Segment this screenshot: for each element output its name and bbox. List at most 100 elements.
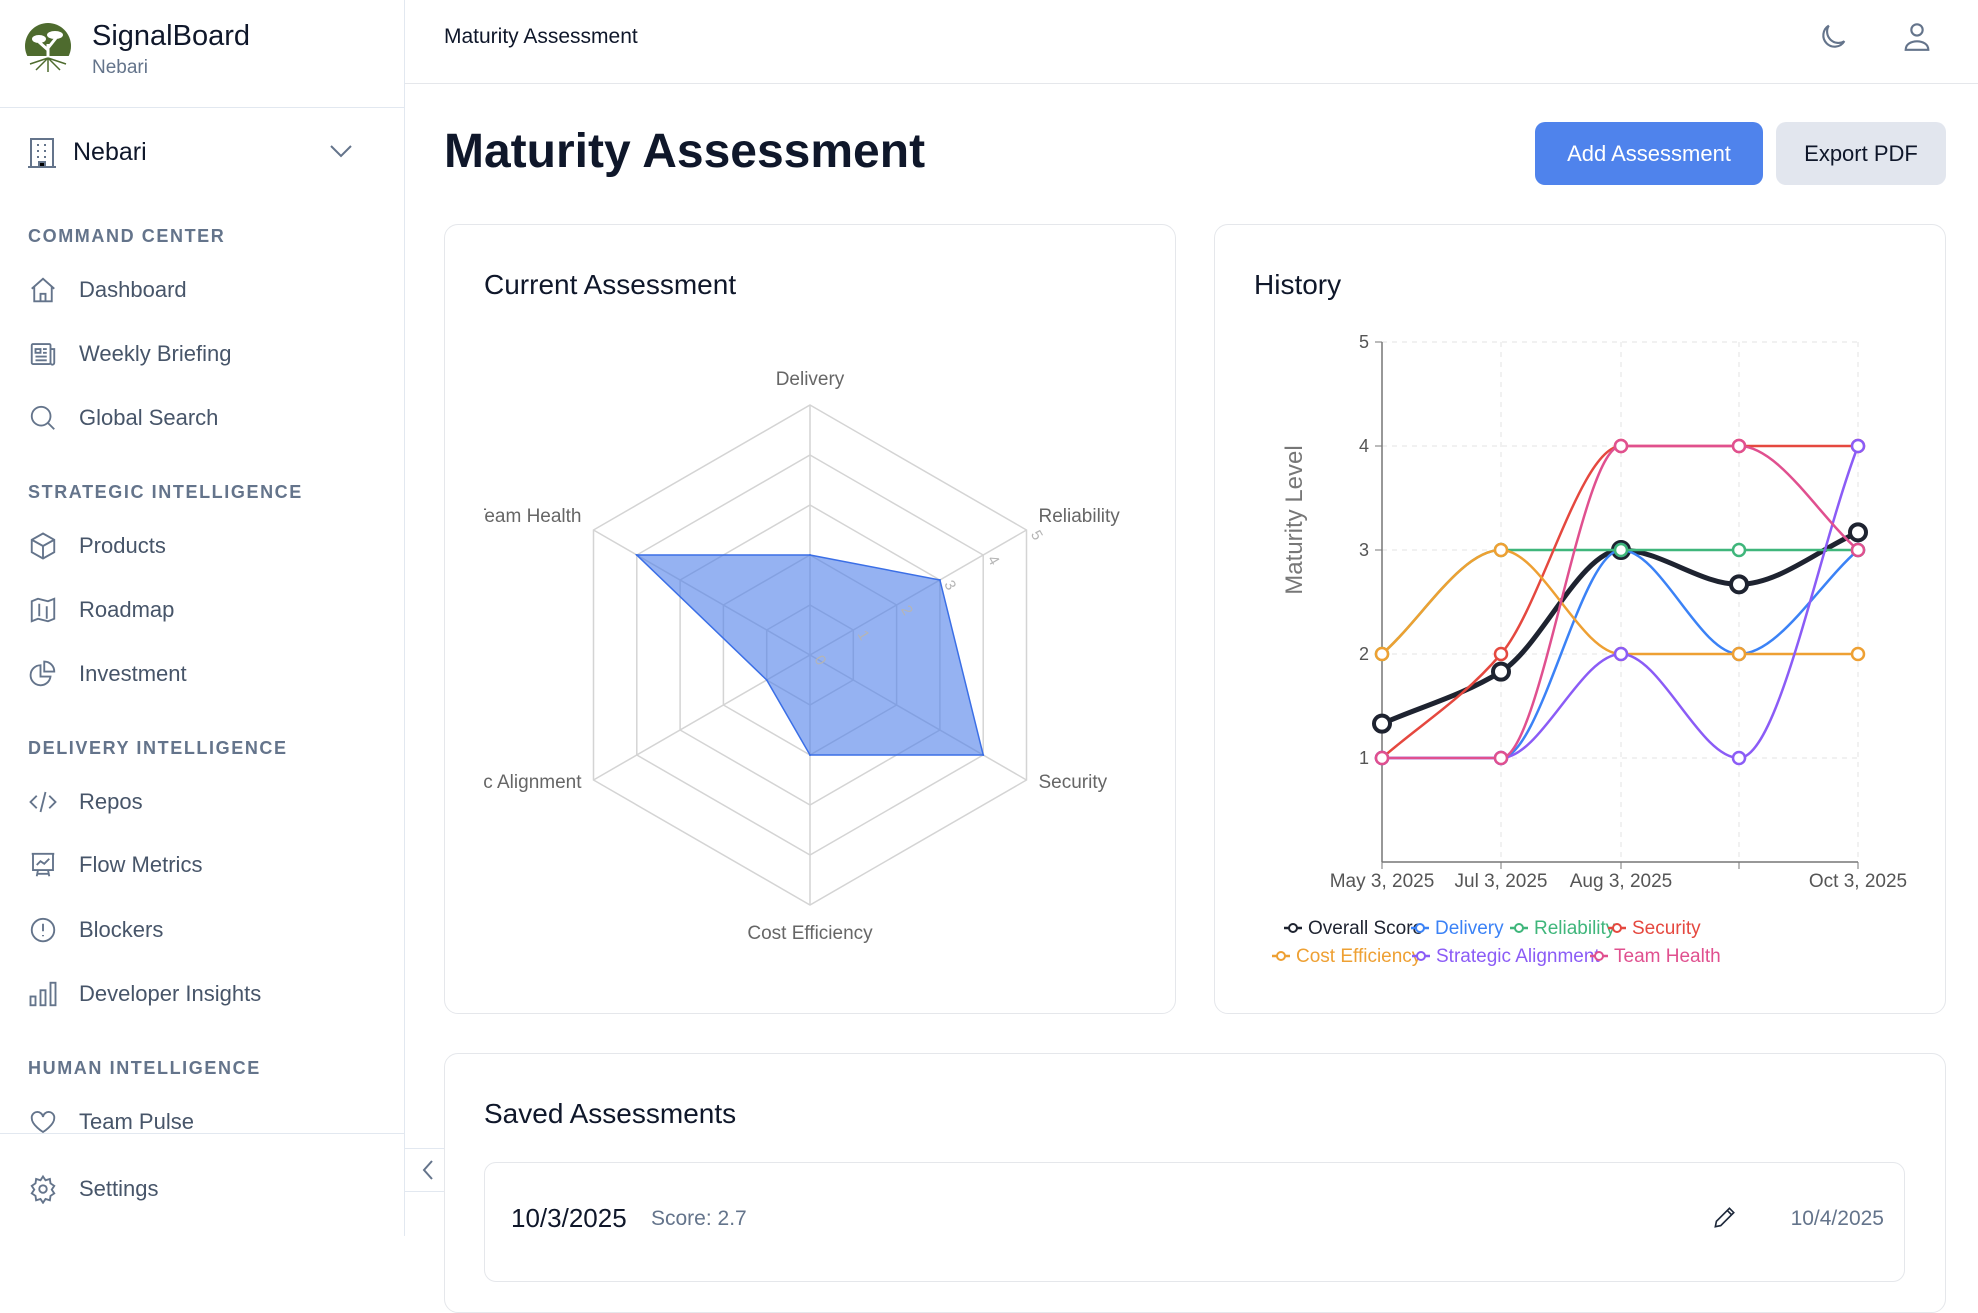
legend-item: Team Health — [1590, 946, 1721, 967]
bar-chart-icon — [29, 981, 57, 1007]
data-point — [1848, 522, 1868, 543]
sidebar-item-dashboard[interactable]: Dashboard — [0, 264, 404, 316]
sidebar-item-blockers[interactable]: Blockers — [0, 904, 404, 956]
header-title: Maturity Assessment — [444, 25, 638, 48]
data-point — [1372, 713, 1392, 734]
sidebar-item-repos[interactable]: Repos — [0, 776, 404, 828]
sidebar-item-label: Settings — [79, 1176, 159, 1201]
card-title: Saved Assessments — [484, 1098, 737, 1129]
sidebar-item-label: Products — [79, 533, 166, 558]
data-point — [1613, 542, 1629, 558]
data-point — [1731, 646, 1747, 662]
saved-assessment-row[interactable]: 10/3/2025 Score: 2.7 10/4/2025 — [484, 1162, 1905, 1282]
legend-item: Delivery — [1411, 918, 1504, 939]
newspaper-icon — [30, 343, 56, 366]
radar-point — [982, 754, 985, 756]
legend-item: Overall Score — [1284, 918, 1423, 939]
history-line-chart: 1 2 3 4 5 May 3, 2025 Jul 3, 2025 Aug 3, 2025 Oc… — [1272, 332, 1907, 967]
data-point — [1493, 750, 1509, 766]
sidebar-item-settings[interactable]: Settings — [0, 1163, 404, 1215]
sidebar-item-label: Developer Insights — [79, 981, 262, 1006]
radar-tick-label: 3 — [940, 578, 959, 594]
sidebar-item-label: Repos — [79, 789, 143, 814]
card-title: History — [1254, 269, 1342, 300]
x-tick-label: Jul 3, 2025 — [1455, 871, 1548, 892]
series-line-security — [1381, 444, 1858, 759]
radar-point — [809, 754, 811, 756]
y-tick-label: 5 — [1359, 332, 1369, 352]
sidebar-item-label: Flow Metrics — [79, 852, 203, 877]
sidebar-item-roadmap[interactable]: Roadmap — [0, 584, 404, 636]
radar-point — [809, 554, 811, 556]
legend-label: Strategic Alignment — [1436, 946, 1600, 967]
radar-point — [938, 579, 941, 581]
legend-label: Delivery — [1435, 918, 1504, 939]
moon-icon[interactable] — [1816, 20, 1850, 54]
alert-circle-icon — [30, 917, 56, 943]
data-point — [1493, 542, 1509, 558]
section-strategic-intelligence: STRATEGIC INTELLIGENCE — [28, 482, 303, 502]
pie-chart-icon — [29, 660, 56, 687]
legend-label: Cost Efficiency — [1296, 946, 1422, 967]
y-tick-label: 2 — [1359, 644, 1369, 664]
export-pdf-button[interactable]: Export PDF — [1776, 122, 1946, 185]
sidebar-item-products[interactable]: Products — [0, 520, 404, 572]
legend-item: Cost Efficiency — [1272, 946, 1422, 967]
radar-axis-label: Delivery — [776, 369, 845, 390]
legend-circle-icon — [1288, 923, 1298, 933]
sidebar-item-label: Roadmap — [79, 597, 175, 622]
sidebar-item-label: Dashboard — [79, 277, 187, 302]
data-point — [1731, 542, 1747, 558]
legend-item: Reliability — [1510, 918, 1616, 939]
sidebar-item-team-pulse[interactable]: Team Pulse — [0, 1096, 404, 1148]
brand: SignalBoard Nebari — [0, 0, 404, 108]
legend-item: Security — [1608, 918, 1701, 939]
radar-tick-label: 5 — [1027, 528, 1046, 544]
org-name: Nebari — [73, 138, 147, 166]
radar-axis-label: Cost Efficiency — [747, 923, 873, 944]
sidebar-item-global-search[interactable]: Global Search — [0, 392, 404, 444]
x-tick-label: May 3, 2025 — [1330, 871, 1435, 892]
legend-item: Strategic Alignment — [1412, 946, 1600, 967]
legend-circle-icon — [1415, 923, 1425, 933]
section-delivery-intelligence: DELIVERY INTELLIGENCE — [28, 738, 288, 758]
legend-circle-icon — [1514, 923, 1524, 933]
data-point — [1374, 750, 1390, 766]
legend-label: Team Health — [1614, 946, 1721, 967]
user-icon[interactable] — [1900, 20, 1934, 54]
sidebar-item-label: Blockers — [79, 917, 164, 942]
top-bar: Maturity Assessment — [405, 0, 1978, 84]
radar-axis-label: Reliability — [1039, 506, 1121, 527]
map-icon — [30, 597, 56, 623]
org-subtitle: Nebari — [92, 57, 148, 78]
section-command-center: COMMAND CENTER — [28, 226, 226, 246]
sidebar-item-weekly-briefing[interactable]: Weekly Briefing — [0, 328, 404, 380]
sidebar-item-developer-insights[interactable]: Developer Insights — [0, 968, 404, 1020]
code-icon — [29, 791, 57, 813]
x-tick-label: Aug 3, 2025 — [1570, 871, 1672, 892]
heart-icon — [30, 1111, 56, 1134]
data-point — [1491, 661, 1511, 682]
legend-circle-icon — [1416, 951, 1426, 961]
assessment-score: Score: 2.7 — [651, 1207, 747, 1230]
assessment-updated-date: 10/4/2025 — [1790, 1207, 1884, 1230]
legend-label: Reliability — [1534, 918, 1616, 939]
y-tick-label: 1 — [1359, 748, 1369, 768]
section-human-intelligence: HUMAN INTELLIGENCE — [28, 1058, 261, 1078]
data-point — [1729, 574, 1749, 595]
legend-circle-icon — [1276, 951, 1286, 961]
sidebar-item-label: Investment — [79, 661, 187, 686]
sidebar-item-label: Global Search — [79, 405, 219, 430]
sidebar-item-flow-metrics[interactable]: Flow Metrics — [0, 839, 404, 891]
sidebar-item-investment[interactable]: Investment — [0, 648, 404, 700]
sidebar-item-label: Weekly Briefing — [79, 341, 232, 366]
y-axis-label: Maturity Level — [1281, 445, 1308, 594]
pencil-icon[interactable] — [1711, 1205, 1737, 1231]
series-line-reliability — [1381, 548, 1858, 655]
data-point — [1493, 646, 1509, 662]
radar-axis-label: Security — [1039, 772, 1108, 793]
add-assessment-button[interactable]: Add Assessment — [1535, 122, 1763, 185]
chevron-left-icon — [422, 1160, 433, 1180]
sidebar-item-label: Team Pulse — [79, 1109, 194, 1134]
